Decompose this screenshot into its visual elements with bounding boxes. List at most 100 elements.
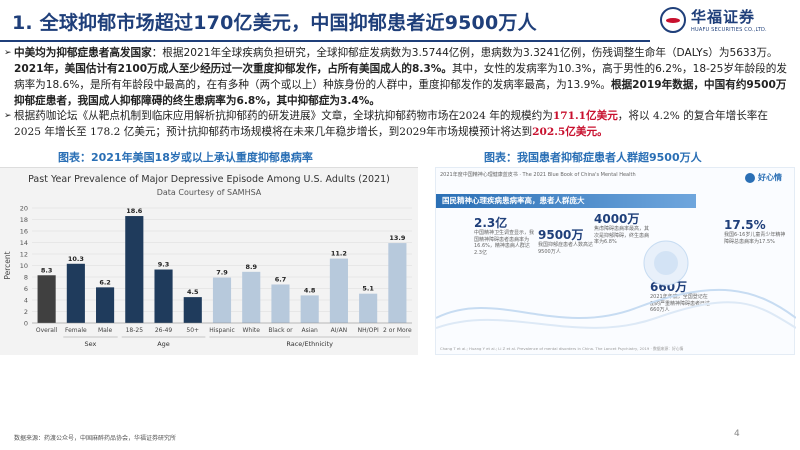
bullet-arrow-icon: ➢ — [4, 48, 12, 58]
infographic-footnote: Chang T et al.; Huang Y et al.; Li Z et … — [440, 346, 684, 351]
y-tick-label: 0 — [24, 320, 28, 328]
stat-number: 4000万 — [594, 212, 640, 226]
stat-text: 我国6-16岁儿童青少年精神障碍总患病率为17.5% — [724, 232, 786, 245]
bar — [271, 284, 290, 323]
infographic-banner: 国民精神心理疾病患病率高，患者人群庞大 — [436, 194, 696, 208]
infographic-header: 2021年度中国精神心理健康蓝皮书 · The 2021 Blue Book o… — [440, 172, 636, 178]
group-label: Race/Ethnicity — [286, 340, 333, 348]
p1-s1: 中美均为抑郁症患者高发国家 — [14, 47, 152, 59]
bar-value-label: 11.2 — [331, 250, 347, 258]
p2-s1: 根据药咖论坛《从靶点机制到临床应用解析抗抑郁药的研发进展》文章，全球抗抑郁药物市… — [14, 110, 553, 122]
bar — [388, 243, 407, 323]
p1-s2: ：根据2021年全球疾病负担研究，全球抑郁症发病数为3.5744亿例，患病数为3… — [151, 47, 778, 59]
p1-s3: 2021年，美国估计有2100万成人至少经历过一次重度抑郁发作，占所有美国成人的… — [14, 63, 452, 75]
x-tick-label: 50+ — [186, 327, 199, 334]
y-tick-label: 8 — [24, 274, 28, 282]
y-tick-label: 16 — [20, 228, 28, 236]
y-tick-label: 14 — [20, 239, 28, 247]
infographic: 2021年度中国精神心理健康蓝皮书 · The 2021 Blue Book o… — [435, 167, 796, 355]
logo-text: 华福证券 HUAFU SECURITIES CO.,LTD. — [691, 6, 767, 33]
p2-s4: 202.5亿美元。 — [532, 126, 608, 138]
y-tick-label: 2 — [24, 308, 28, 316]
p1-s5: 根据2019年数据，中国有约9500万抑郁症患者，我国成人抑郁障碍的终生患病率为… — [14, 79, 787, 107]
x-tick-label: Black or — [268, 327, 293, 334]
bar — [212, 277, 232, 323]
stat-text: 我国抑郁症患者人数高达9500万人 — [538, 242, 594, 255]
bar-value-label: 5.1 — [362, 285, 374, 293]
y-tick-label: 20 — [20, 205, 28, 213]
stat-block: 9500万 我国抑郁症患者人数高达9500万人 — [538, 228, 596, 255]
bar-value-label: 4.5 — [187, 288, 199, 296]
x-tick-label: AI/AN — [331, 327, 348, 334]
chart-svg: 0 2 4 6 8 10 12 14 16 18 20 Percent 8.3 Overall 10.3 Fe… — [3, 205, 412, 349]
stat-block: 17.5% 我国6-16岁儿童青少年精神障碍总患病率为17.5% — [724, 218, 788, 245]
bar-value-label: 18.6 — [126, 207, 143, 215]
paragraph-market-overview: ➢ 中美均为抑郁症患者高发国家：根据2021年全球疾病负担研究，全球抑郁症发病数… — [4, 45, 790, 109]
paragraph-drug-market: ➢ 根据药咖论坛《从靶点机制到临床应用解析抗抑郁药的研发进展》文章，全球抗抑郁药… — [4, 108, 790, 140]
bar-value-label: 4.8 — [304, 286, 316, 294]
page-title: 1. 全球抑郁市场超过170亿美元，中国抑郁患者近9500万人 — [12, 12, 537, 34]
bar — [96, 287, 115, 323]
p2-s2: 171.1亿美元 — [552, 110, 618, 122]
bar — [329, 258, 348, 323]
brand-logo: 华福证券 HUAFU SECURITIES CO.,LTD. — [660, 6, 767, 33]
x-tick-label: NH/OPI — [358, 327, 379, 334]
group-label: Sex — [85, 340, 97, 348]
bar-value-label: 8.9 — [245, 263, 257, 271]
page-number: 4 — [734, 429, 740, 439]
bar — [359, 293, 378, 323]
stat-number: 17.5% — [724, 218, 766, 232]
x-tick-label: 2 or More — [383, 327, 412, 334]
bar — [125, 216, 144, 323]
source-note: 数据来源：药渡公众号，中国麻醉药品协会，华福证券研究所 — [14, 435, 177, 442]
logo-name-cn: 华福证券 — [691, 8, 756, 26]
x-tick-label: 26-49 — [155, 327, 173, 334]
bar-value-label: 7.9 — [216, 269, 228, 277]
bar-value-label: 10.3 — [68, 255, 84, 263]
x-tick-label: Asian — [301, 327, 318, 334]
x-tick-label: Female — [65, 327, 87, 334]
x-tick-label: White — [243, 327, 261, 334]
x-tick-label: 18-25 — [126, 327, 144, 334]
y-tick-label: 18 — [20, 216, 28, 224]
bar-value-label: 6.2 — [99, 278, 111, 286]
bar — [37, 275, 56, 323]
y-tick-label: 12 — [20, 251, 28, 259]
brand-icon — [745, 172, 755, 183]
stat-text: 中国精神卫生调查显示，我国精神障碍患者患病率为16.6%，精神患病人群达2.3亿 — [474, 230, 535, 256]
caption-right-chart: 图表：我国患者抑郁症患者人群超9500万人 — [484, 151, 702, 164]
stat-text: 焦虑障碍患病率最高，其次是抑郁障碍，终生患病率为6.8% — [594, 226, 650, 245]
p2-s3: ，将以 4.2% 的复合年增长率在 2025 年增长至 178.2 亿美元；预计… — [14, 110, 768, 138]
logo-name-en: HUAFU SECURITIES CO.,LTD. — [691, 27, 767, 33]
x-tick-label: Male — [98, 327, 113, 334]
stat-text: 2021年年底，全国登记在册的严重精神障碍患者已达660万人 — [650, 294, 711, 313]
y-tick-label: 4 — [24, 297, 28, 305]
chart-title: Past Year Prevalence of Major Depressive… — [28, 174, 390, 185]
stat-block: 4000万 焦虑障碍患病率最高，其次是抑郁障碍，终生患病率为6.8% — [594, 212, 652, 246]
bar — [154, 269, 173, 323]
stat-block: 2.3亿 中国精神卫生调查显示，我国精神障碍患者患病率为16.6%，精神患病人群… — [474, 216, 534, 256]
infographic-brand: 好心情 — [745, 172, 782, 183]
bar — [66, 263, 85, 323]
p1-s4: 其中，女性的发病率为10.3%，高于男性的6.2%，18-25岁年龄段的发病率为… — [14, 63, 787, 91]
bar-value-label: 8.3 — [41, 266, 53, 274]
x-tick-label: Hispanic — [209, 327, 235, 334]
bar-value-label: 9.3 — [158, 261, 170, 269]
bar-value-label: 13.9 — [389, 234, 406, 242]
bar — [183, 297, 202, 323]
bar-value-label: 6.7 — [275, 275, 287, 283]
stat-number: 2.3亿 — [474, 216, 508, 230]
group-label: Age — [157, 340, 170, 348]
stat-number: 660万 — [650, 280, 688, 294]
title-underline — [0, 40, 650, 42]
y-tick-label: 6 — [24, 285, 28, 293]
bar — [300, 295, 319, 323]
stat-block: 660万 2021年年底，全国登记在册的严重精神障碍患者已达660万人 — [650, 280, 710, 314]
brand-name: 好心情 — [758, 173, 782, 182]
y-tick-label: 10 — [20, 262, 28, 270]
caption-left-chart: 图表：2021年美国18岁或以上承认重度抑郁患病率 — [58, 151, 313, 164]
y-axis-label: Percent — [3, 251, 12, 279]
chart-subtitle: Data Courtesy of SAMHSA — [156, 188, 262, 197]
x-tick-label: Overall — [36, 327, 58, 334]
prevalence-chart: Past Year Prevalence of Major Depressive… — [0, 167, 418, 355]
